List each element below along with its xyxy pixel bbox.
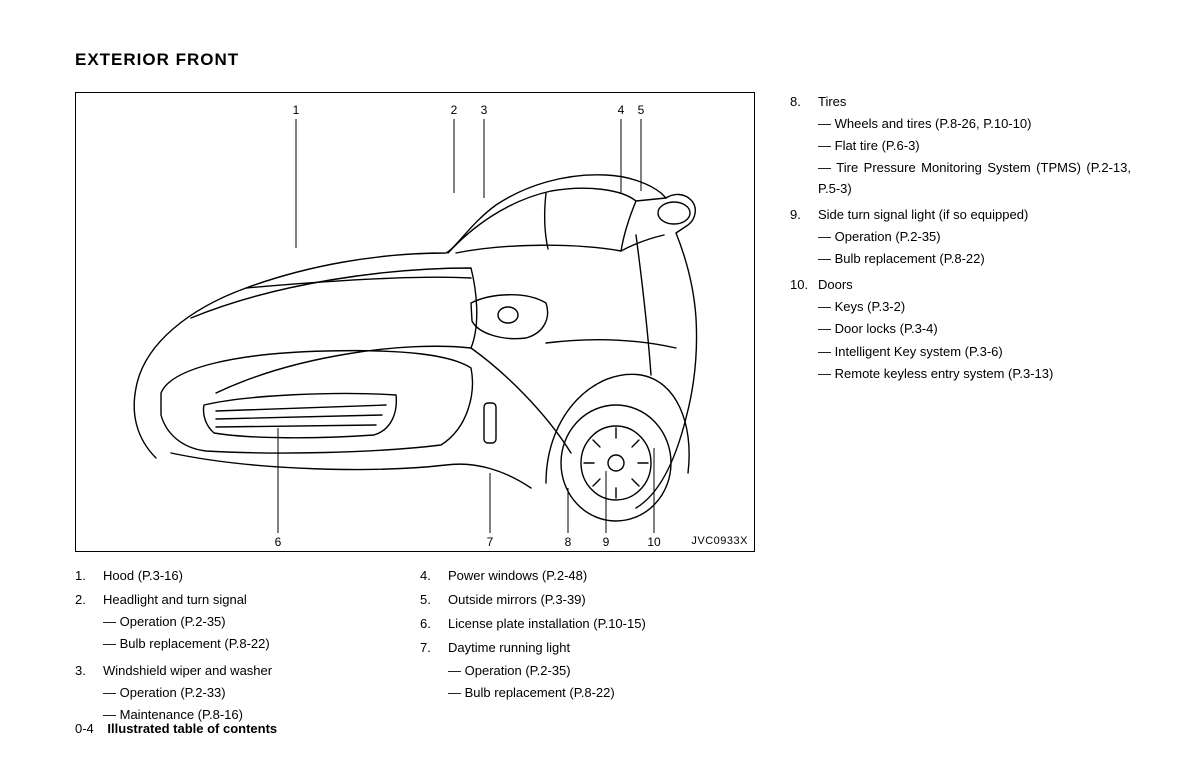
legend-sublist: Wheels and tires (P.8-26, P.10-10)Flat t… <box>818 114 1131 199</box>
legend-item-label: Power windows (P.2-48) <box>448 566 755 586</box>
callout-number: 5 <box>633 103 649 117</box>
legend-item-body: Windshield wiper and washerOperation (P.… <box>103 661 410 727</box>
legend-item: 7.Daytime running light Operation (P.2-35… <box>420 638 755 704</box>
legend-item-label: Tires <box>818 92 1131 112</box>
legend-col-1: 1.Hood (P.3-16)2.Headlight and turn sign… <box>75 566 410 727</box>
page-number: 0-4 <box>75 721 94 736</box>
legend-subitem: Wheels and tires (P.8-26, P.10-10) <box>818 114 1131 134</box>
legend-item-label: Outside mirrors (P.3-39) <box>448 590 755 610</box>
legend-subitem: Bulb replacement (P.8-22) <box>818 249 1131 269</box>
legend-item-label: Daytime running light <box>448 638 755 658</box>
legend-subitem: Flat tire (P.6-3) <box>818 136 1131 156</box>
legend-item: 5.Outside mirrors (P.3-39) <box>420 590 755 610</box>
legend-item-number: 2. <box>75 590 103 656</box>
legend-subitem: Operation (P.2-33) <box>103 683 410 703</box>
legend-item-number: 10. <box>790 275 818 386</box>
legend-subitem: Bulb replacement (P.8-22) <box>448 683 755 703</box>
callout-number: 1 <box>288 103 304 117</box>
legend-item-body: Hood (P.3-16) <box>103 566 410 586</box>
legend-col-3: 8.TiresWheels and tires (P.8-26, P.10-10… <box>790 92 1131 386</box>
legend-subitem: Remote keyless entry system (P.3-13) <box>818 364 1131 384</box>
legend-item-number: 8. <box>790 92 818 201</box>
page-title: EXTERIOR FRONT <box>75 50 1131 70</box>
legend-item-body: DoorsKeys (P.3-2)Door locks (P.3-4) Intel… <box>818 275 1131 386</box>
legend-subitem: Tire Pressure Monitoring System (TPMS) (… <box>818 158 1131 198</box>
legend-sublist: Operation (P.2-33)Maintenance (P.8-16) <box>103 683 410 725</box>
legend-item-number: 7. <box>420 638 448 704</box>
legend-sublist: Operation (P.2-35)Bulb replacement (P.8-… <box>818 227 1131 269</box>
callout-number: 2 <box>446 103 462 117</box>
legend-col-2: 4.Power windows (P.2-48)5.Outside mirror… <box>420 566 755 705</box>
legend-item-body: Power windows (P.2-48) <box>448 566 755 586</box>
legend-sublist: Operation (P.2-35)Bulb replacement (P.8-… <box>448 661 755 703</box>
legend-sublist: Keys (P.3-2)Door locks (P.3-4) Intelligen… <box>818 297 1131 384</box>
legend-item: 4.Power windows (P.2-48) <box>420 566 755 586</box>
legend-subitem: Operation (P.2-35) <box>818 227 1131 247</box>
legend-subitem: Operation (P.2-35) <box>448 661 755 681</box>
legend-item: 10.DoorsKeys (P.3-2)Door locks (P.3-4) In… <box>790 275 1131 386</box>
legend-item-number: 6. <box>420 614 448 634</box>
section-name: Illustrated table of contents <box>107 721 277 736</box>
legend-item-number: 1. <box>75 566 103 586</box>
legend-item-number: 4. <box>420 566 448 586</box>
legend-item-label: Doors <box>818 275 1131 295</box>
callout-number: 6 <box>270 535 286 549</box>
page-footer: 0-4 Illustrated table of contents <box>75 721 277 736</box>
legend-item-label: License plate installation (P.10-15) <box>448 614 755 634</box>
legend-subitem: Bulb replacement (P.8-22) <box>103 634 410 654</box>
callout-number: 8 <box>560 535 576 549</box>
callout-number: 3 <box>476 103 492 117</box>
callout-number: 4 <box>613 103 629 117</box>
legend-item: 1.Hood (P.3-16) <box>75 566 410 586</box>
legend-item-body: Headlight and turn signalOperation (P.2-… <box>103 590 410 656</box>
legend-item: 8.TiresWheels and tires (P.8-26, P.10-10… <box>790 92 1131 201</box>
car-illustration <box>76 93 756 553</box>
legend-item-body: License plate installation (P.10-15) <box>448 614 755 634</box>
legend-item-label: Side turn signal light (if so equipped) <box>818 205 1131 225</box>
legend-subitem: Door locks (P.3-4) <box>818 319 1131 339</box>
legend-sublist: Operation (P.2-35)Bulb replacement (P.8-… <box>103 612 410 654</box>
legend-item-body: Outside mirrors (P.3-39) <box>448 590 755 610</box>
legend-item: 3.Windshield wiper and washerOperation (… <box>75 661 410 727</box>
legend-item-number: 9. <box>790 205 818 271</box>
diagram-box: JVC0933X 12345678910 <box>75 92 755 552</box>
legend-item: 2.Headlight and turn signalOperation (P.… <box>75 590 410 656</box>
legend-item: 9.Side turn signal light (if so equipped… <box>790 205 1131 271</box>
callout-number: 10 <box>646 535 662 549</box>
legend-below: 1.Hood (P.3-16)2.Headlight and turn sign… <box>75 566 755 731</box>
legend-item-number: 3. <box>75 661 103 727</box>
content-row: JVC0933X 12345678910 1.Hood (P.3-16)2.He… <box>75 92 1131 731</box>
callout-number: 7 <box>482 535 498 549</box>
callout-number: 9 <box>598 535 614 549</box>
legend-item-label: Windshield wiper and washer <box>103 661 410 681</box>
legend-item-body: Side turn signal light (if so equipped)O… <box>818 205 1131 271</box>
legend-item-label: Hood (P.3-16) <box>103 566 410 586</box>
legend-item: 6.License plate installation (P.10-15) <box>420 614 755 634</box>
legend-subitem: Operation (P.2-35) <box>103 612 410 632</box>
diagram-image-code: JVC0933X <box>691 535 748 547</box>
legend-subitem: Intelligent Key system (P.3-6) <box>818 342 1131 362</box>
legend-item-body: TiresWheels and tires (P.8-26, P.10-10)F… <box>818 92 1131 201</box>
legend-right: 8.TiresWheels and tires (P.8-26, P.10-10… <box>790 92 1131 731</box>
legend-subitem: Keys (P.3-2) <box>818 297 1131 317</box>
legend-item-label: Headlight and turn signal <box>103 590 410 610</box>
legend-item-number: 5. <box>420 590 448 610</box>
legend-item-body: Daytime running light Operation (P.2-35)B… <box>448 638 755 704</box>
left-block: JVC0933X 12345678910 1.Hood (P.3-16)2.He… <box>75 92 755 731</box>
